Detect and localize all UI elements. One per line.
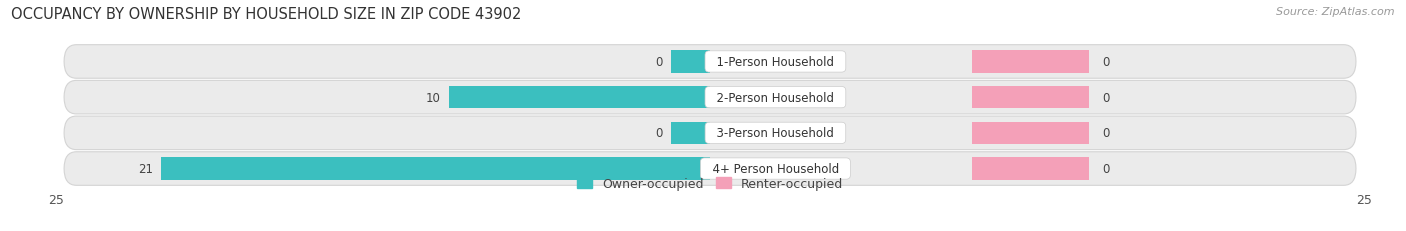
Text: 1-Person Household: 1-Person Household [709, 56, 842, 69]
Text: 3-Person Household: 3-Person Household [709, 127, 842, 140]
Text: Source: ZipAtlas.com: Source: ZipAtlas.com [1277, 7, 1395, 17]
FancyBboxPatch shape [65, 81, 1355, 114]
Bar [972, 87, 1090, 109]
Bar [160, 158, 710, 180]
Text: 10: 10 [426, 91, 440, 104]
Text: 0: 0 [1102, 56, 1109, 69]
Text: OCCUPANCY BY OWNERSHIP BY HOUSEHOLD SIZE IN ZIP CODE 43902: OCCUPANCY BY OWNERSHIP BY HOUSEHOLD SIZE… [11, 7, 522, 22]
Text: 4+ Person Household: 4+ Person Household [704, 162, 846, 175]
Text: 0: 0 [655, 56, 664, 69]
Legend: Owner-occupied, Renter-occupied: Owner-occupied, Renter-occupied [572, 172, 848, 195]
Bar [449, 87, 710, 109]
Text: 0: 0 [1102, 127, 1109, 140]
Bar [671, 51, 710, 73]
FancyBboxPatch shape [65, 117, 1355, 150]
Text: 21: 21 [138, 162, 153, 175]
Bar [972, 122, 1090, 144]
Text: 2-Person Household: 2-Person Household [709, 91, 842, 104]
FancyBboxPatch shape [65, 152, 1355, 185]
Bar [972, 158, 1090, 180]
Text: 0: 0 [1102, 91, 1109, 104]
Text: 0: 0 [655, 127, 664, 140]
Text: 0: 0 [1102, 162, 1109, 175]
FancyBboxPatch shape [65, 46, 1355, 79]
Bar [972, 51, 1090, 73]
Bar [671, 122, 710, 144]
